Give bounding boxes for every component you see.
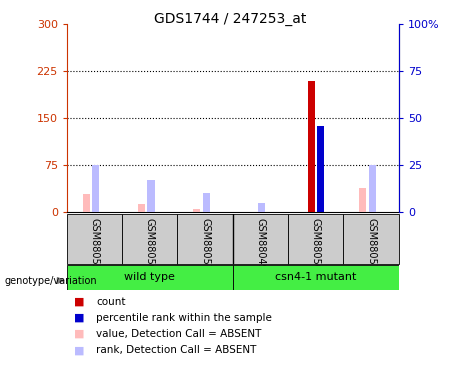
Bar: [369, 165, 376, 212]
Bar: [138, 204, 145, 212]
Bar: [92, 165, 99, 212]
Bar: [308, 81, 315, 212]
Bar: [233, 265, 399, 290]
Text: ■: ■: [74, 329, 84, 339]
Text: GSM88049: GSM88049: [255, 218, 266, 270]
Text: GSM88056: GSM88056: [145, 218, 155, 271]
Bar: [193, 209, 201, 212]
Text: ■: ■: [74, 345, 84, 355]
Text: percentile rank within the sample: percentile rank within the sample: [96, 313, 272, 323]
Bar: [317, 126, 324, 212]
Bar: [67, 214, 122, 264]
Text: GSM88055: GSM88055: [89, 218, 100, 271]
Text: rank, Detection Call = ABSENT: rank, Detection Call = ABSENT: [96, 345, 256, 355]
Text: GSM88057: GSM88057: [200, 218, 210, 271]
Text: GSM88051: GSM88051: [366, 218, 376, 271]
Text: GSM88050: GSM88050: [311, 218, 321, 271]
Bar: [83, 194, 90, 212]
Bar: [288, 214, 343, 264]
Bar: [148, 180, 154, 212]
Bar: [177, 214, 233, 264]
Bar: [67, 265, 233, 290]
Text: value, Detection Call = ABSENT: value, Detection Call = ABSENT: [96, 329, 261, 339]
Text: ■: ■: [74, 297, 84, 307]
Text: GDS1744 / 247253_at: GDS1744 / 247253_at: [154, 12, 307, 26]
Text: count: count: [96, 297, 125, 307]
Bar: [359, 188, 366, 212]
Bar: [122, 214, 177, 264]
Text: genotype/variation: genotype/variation: [5, 276, 97, 285]
Bar: [258, 202, 265, 212]
Bar: [343, 214, 399, 264]
Text: csn4-1 mutant: csn4-1 mutant: [275, 272, 356, 282]
Text: wild type: wild type: [124, 272, 175, 282]
Text: ■: ■: [74, 313, 84, 323]
Bar: [203, 193, 210, 212]
Bar: [233, 214, 288, 264]
